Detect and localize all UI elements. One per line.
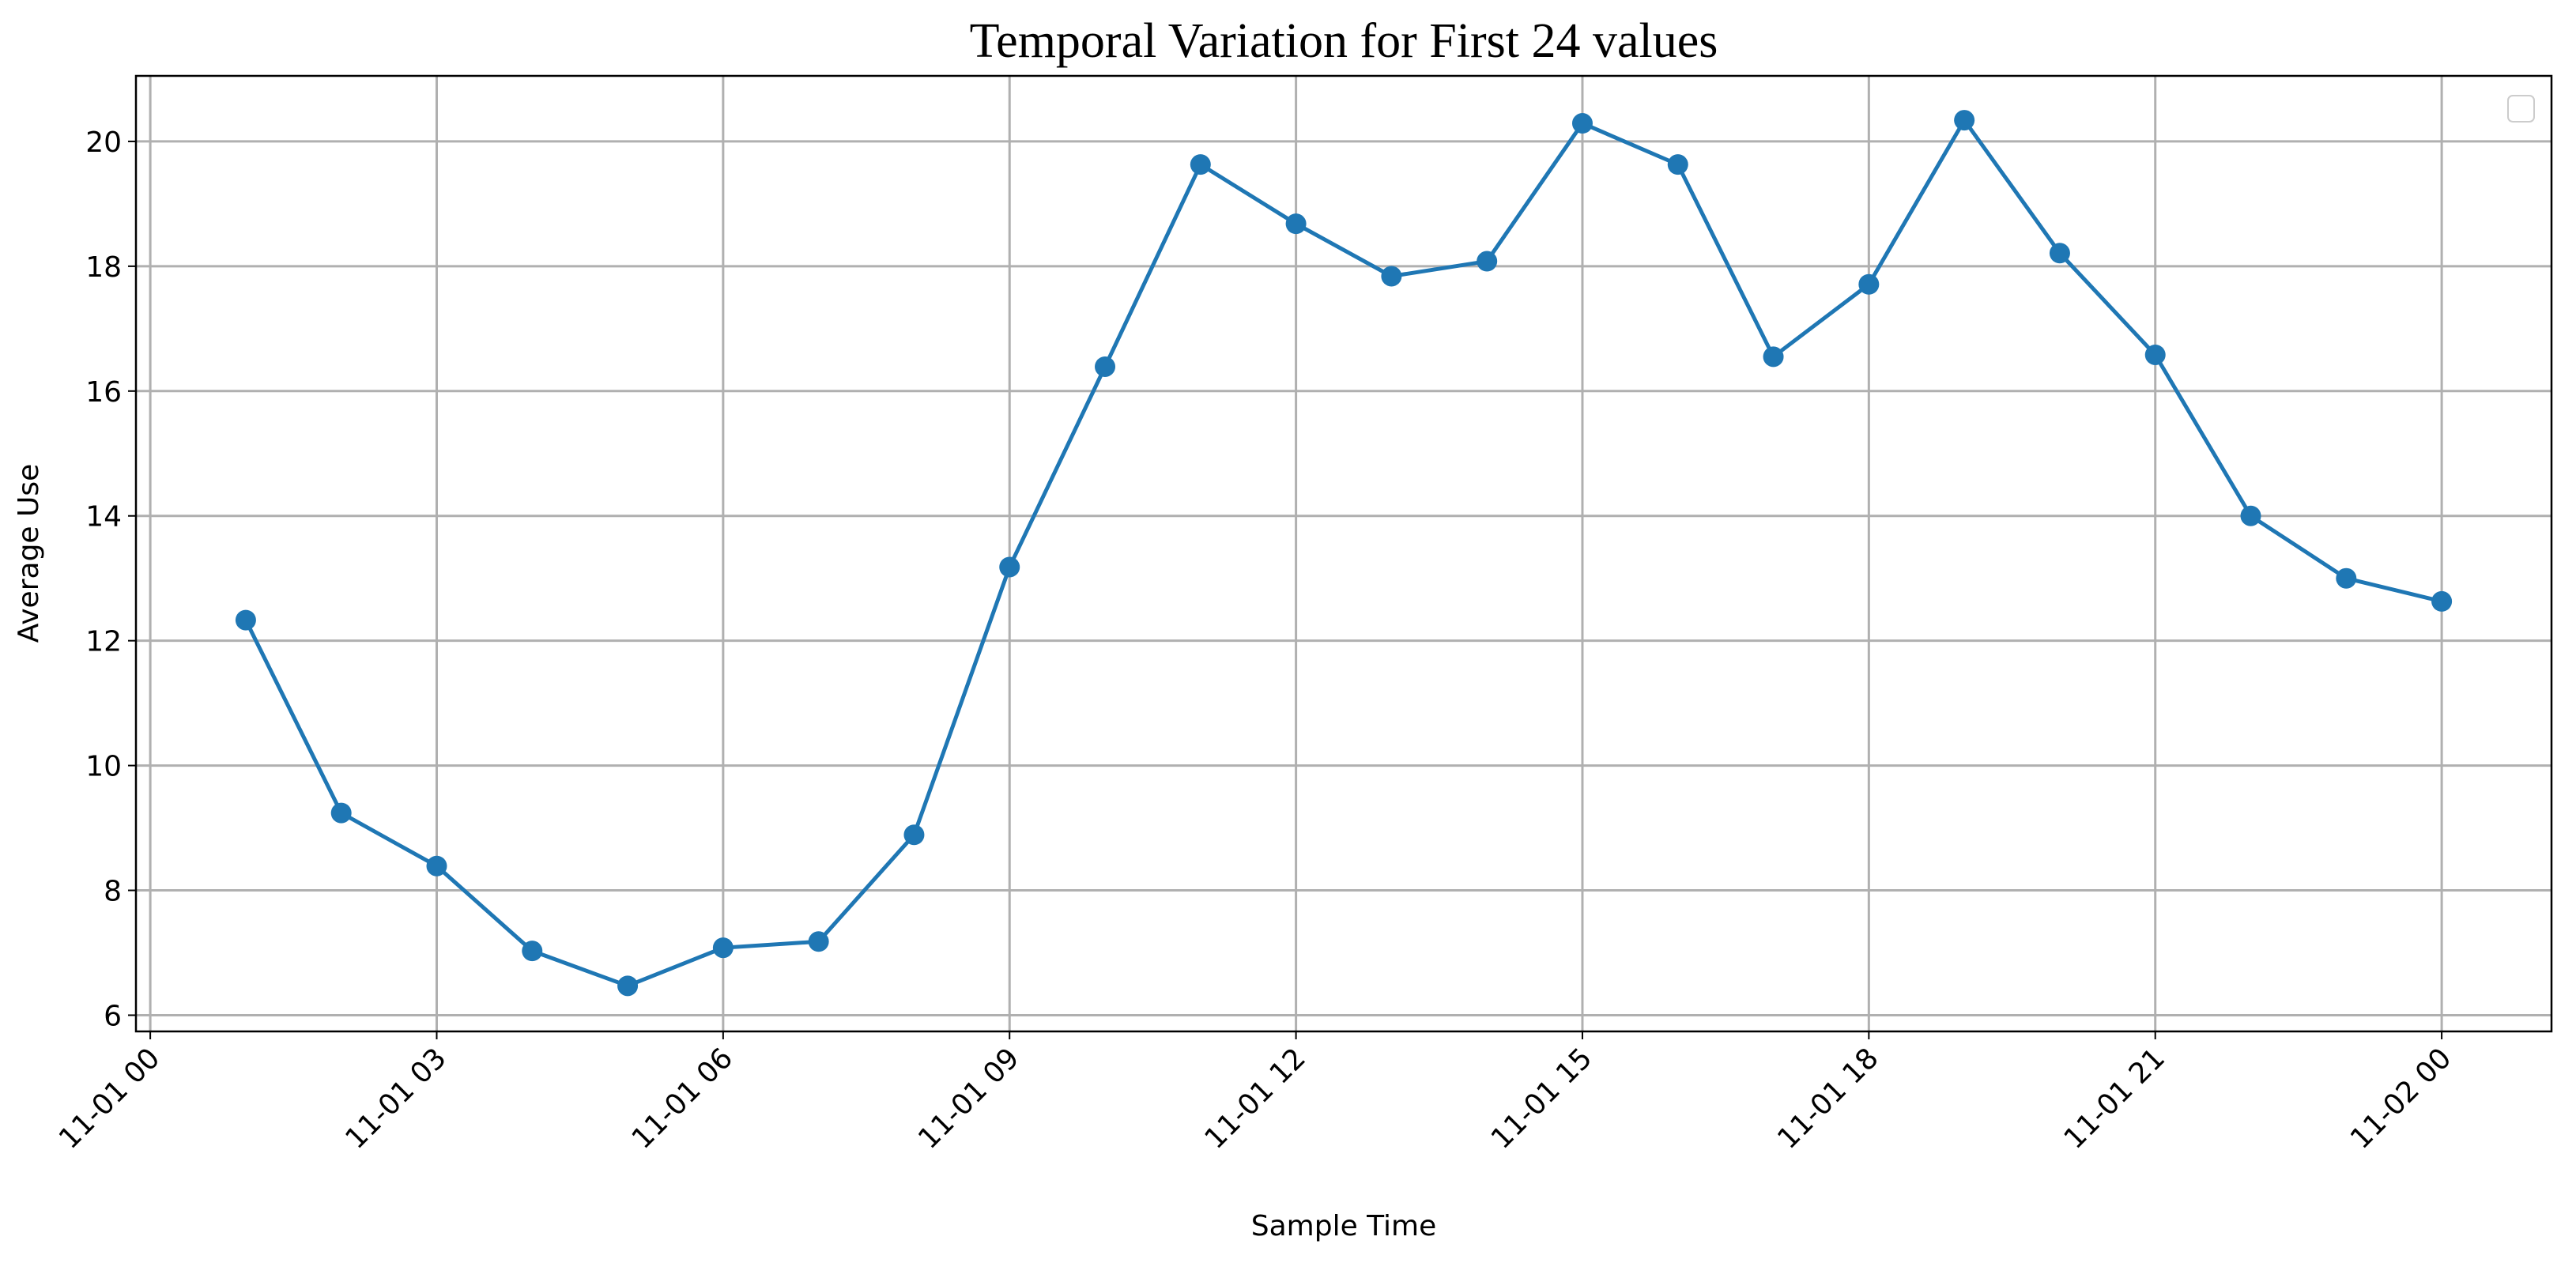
data-point bbox=[2431, 590, 2453, 612]
data-point bbox=[2240, 505, 2261, 526]
x-tick-label: 11-01 15 bbox=[1485, 1042, 1598, 1155]
y-tick-label: 16 bbox=[85, 376, 122, 409]
data-point bbox=[1571, 113, 1593, 134]
data-point bbox=[426, 855, 447, 877]
x-tick-label: 11-02 00 bbox=[2344, 1042, 2457, 1155]
data-point bbox=[522, 941, 543, 962]
y-tick-label: 12 bbox=[85, 626, 122, 658]
x-axis-label: Sample Time bbox=[1251, 1210, 1437, 1242]
data-point bbox=[1381, 266, 1402, 287]
y-axis-label: Average Use bbox=[13, 464, 45, 643]
y-tick-label: 18 bbox=[85, 251, 122, 284]
y-tick-label: 10 bbox=[85, 751, 122, 783]
data-point bbox=[712, 937, 734, 959]
data-point bbox=[999, 556, 1020, 578]
data-point bbox=[1285, 213, 1307, 235]
data-point bbox=[1763, 346, 1784, 368]
y-tick-label: 14 bbox=[85, 501, 122, 533]
chart-title: Temporal Variation for First 24 values bbox=[970, 14, 1718, 68]
data-point bbox=[1667, 154, 1688, 175]
x-tick-label: 11-01 03 bbox=[339, 1042, 452, 1155]
x-tick-label: 11-01 21 bbox=[2058, 1042, 2171, 1155]
legend-box bbox=[2507, 95, 2535, 123]
y-tick-label: 6 bbox=[104, 1000, 122, 1032]
x-tick-label: 11-01 00 bbox=[53, 1042, 166, 1155]
plot-frame bbox=[134, 74, 2553, 1033]
x-tick-label: 11-01 09 bbox=[912, 1042, 1025, 1155]
x-tick-label: 11-01 18 bbox=[1771, 1042, 1884, 1155]
data-point bbox=[1190, 154, 1211, 175]
data-point bbox=[808, 931, 829, 952]
data-point bbox=[2336, 567, 2357, 589]
y-tick-label: 20 bbox=[85, 126, 122, 159]
data-line bbox=[243, 116, 2442, 989]
data-point bbox=[330, 802, 352, 824]
data-point bbox=[1954, 110, 1975, 131]
y-tick-label: 8 bbox=[104, 876, 122, 908]
data-point bbox=[235, 609, 256, 631]
data-point bbox=[1095, 356, 1116, 377]
data-point bbox=[1858, 273, 1880, 295]
data-point bbox=[1477, 251, 1498, 272]
data-point bbox=[2144, 344, 2166, 365]
data-point bbox=[903, 824, 925, 846]
x-tick-label: 11-01 06 bbox=[626, 1042, 739, 1155]
data-point bbox=[617, 975, 639, 997]
data-point bbox=[2049, 243, 2070, 264]
x-tick-label: 11-01 12 bbox=[1199, 1042, 1312, 1155]
